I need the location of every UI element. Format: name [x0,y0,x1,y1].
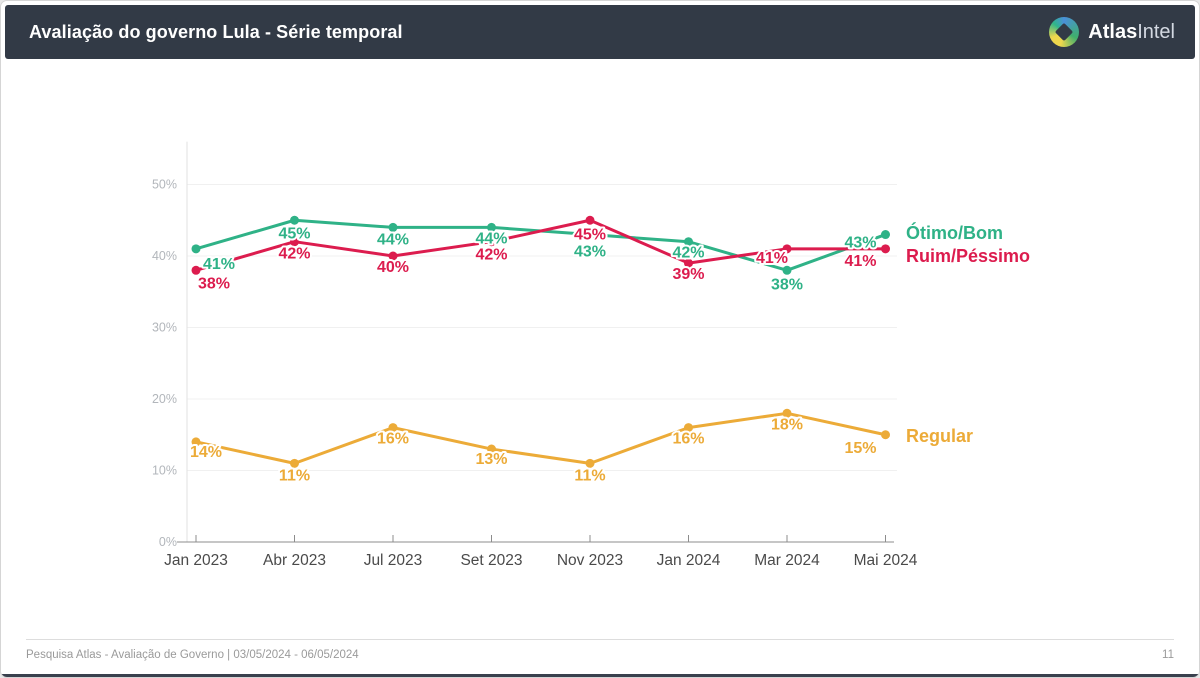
data-point-otimo-bom [782,265,792,275]
legend-ruim-pessimo: Ruim/Péssimo [906,246,1030,266]
y-axis-label: 0% [159,535,177,549]
data-point-ruim-pessimo [684,258,693,268]
data-point-ruim-pessimo [191,265,201,275]
data-point-otimo-bom [881,230,890,240]
series-line-ruim-pessimo [194,218,887,272]
data-label-regular: 14% [190,444,222,461]
data-label-ruim-pessimo: 38% [198,275,230,292]
brand-light: Intel [1137,20,1175,43]
series-line-regular [194,411,887,465]
atlasintel-logo: AtlasIntel [1049,17,1175,47]
data-point-otimo-bom [585,230,595,240]
data-label-regular: 16% [672,431,704,448]
data-point-ruim-pessimo [881,244,890,254]
brand-bold: Atlas [1088,20,1138,43]
data-label-otimo-bom: 44% [475,230,507,247]
data-point-regular [585,458,595,468]
data-label-ruim-pessimo: 39% [672,266,704,283]
footer: Pesquisa Atlas - Avaliação de Governo | … [26,639,1174,669]
y-axis-label: 50% [152,178,177,192]
y-axis-label: 10% [152,464,177,478]
data-label-ruim-pessimo: 41% [844,253,876,270]
data-label-otimo-bom: 38% [771,276,803,293]
data-point-ruim-pessimo [782,244,792,254]
data-point-ruim-pessimo [487,237,496,247]
data-label-otimo-bom: 43% [574,244,606,261]
data-label-otimo-bom: 43% [844,235,876,252]
data-point-regular [684,423,693,433]
x-axis-label: Set 2023 [460,552,522,569]
y-axis-label: 40% [152,249,177,263]
data-point-regular [191,437,201,447]
data-point-otimo-bom [388,222,398,232]
bottom-strip [1,674,1199,677]
data-label-regular: 15% [844,440,876,457]
x-axis-label: Jan 2024 [657,552,721,569]
atlasintel-logo-icon [1049,17,1080,47]
data-label-ruim-pessimo: 45% [574,226,606,243]
data-point-otimo-bom [290,215,299,225]
data-point-regular [881,430,890,440]
x-axis-label: Jan 2023 [164,552,228,569]
data-label-regular: 18% [771,416,803,433]
data-label-otimo-bom: 45% [278,225,310,242]
footer-source: Pesquisa Atlas - Avaliação de Governo | … [26,648,359,661]
data-point-otimo-bom [487,222,496,232]
data-label-regular: 11% [574,467,605,484]
data-point-otimo-bom [684,237,693,247]
data-label-otimo-bom: 41% [203,256,235,273]
header-bar: Avaliação do governo Lula - Série tempor… [5,5,1195,59]
data-point-ruim-pessimo [290,237,299,247]
data-point-regular [290,458,299,468]
x-axis-label: Mai 2024 [854,552,918,569]
data-label-ruim-pessimo: 40% [377,259,409,276]
y-axis-label: 20% [152,392,177,406]
brand-name: AtlasIntel [1088,21,1175,44]
data-point-regular [782,408,792,418]
page-number: 11 [1162,648,1174,661]
data-point-ruim-pessimo [388,251,398,261]
x-axis-label: Jul 2023 [364,552,423,569]
legend-regular: Regular [906,426,973,446]
data-label-otimo-bom: 42% [672,245,704,262]
x-axis-label: Abr 2023 [263,552,326,569]
x-axis-label: Nov 2023 [557,552,623,569]
data-point-otimo-bom [191,244,201,254]
page-title: Avaliação do governo Lula - Série tempor… [29,21,403,42]
data-label-regular: 13% [475,451,507,468]
data-point-ruim-pessimo [585,215,595,225]
data-label-otimo-bom: 44% [377,231,409,248]
data-label-ruim-pessimo: 42% [475,247,507,264]
x-axis-label: Mar 2024 [754,552,820,569]
legend-otimo-bom: Ótimo/Bom [906,222,1003,243]
data-label-ruim-pessimo: 41% [756,250,788,267]
data-label-regular: 16% [377,431,409,448]
data-label-regular: 11% [279,467,310,484]
y-axis-label: 30% [152,321,177,335]
data-label-ruim-pessimo: 42% [278,246,310,263]
data-point-regular [388,423,398,433]
data-point-regular [487,444,496,454]
